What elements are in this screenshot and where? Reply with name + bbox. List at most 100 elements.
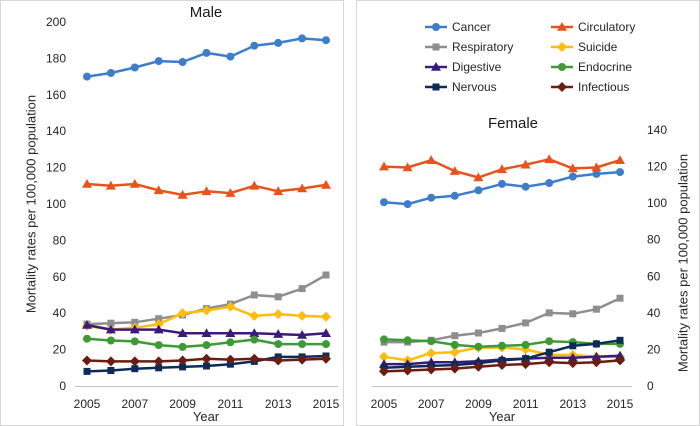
y-tick-label: 40 — [647, 306, 661, 320]
series-circulatory — [82, 179, 331, 199]
legend-marker — [432, 23, 440, 31]
series-respiratory — [83, 271, 330, 328]
data-point — [473, 172, 484, 182]
data-point — [82, 355, 92, 366]
legend-label: Cancer — [452, 20, 491, 34]
data-point — [544, 357, 555, 368]
data-point — [569, 342, 577, 350]
male-y-ticks: 0 20 40 60 80 100 120 140 160 180 200 — [46, 15, 66, 393]
x-tick-label: 2015 — [607, 397, 634, 411]
legend-swatch — [425, 62, 447, 71]
data-point — [82, 179, 92, 188]
data-point — [592, 340, 600, 348]
data-point — [105, 180, 116, 190]
y-tick-label: 140 — [46, 124, 66, 138]
data-point — [201, 353, 212, 364]
series-digestive — [82, 320, 331, 339]
data-point — [249, 328, 260, 337]
data-point — [615, 350, 625, 360]
data-point — [321, 311, 331, 322]
data-point — [426, 348, 437, 359]
data-point — [569, 310, 577, 318]
legend-label: Respiratory — [452, 40, 513, 54]
data-point — [106, 336, 115, 345]
data-point — [567, 358, 578, 369]
legend-marker — [432, 43, 440, 51]
data-point — [129, 324, 140, 334]
data-point — [379, 351, 389, 362]
x-tick-label: 2005 — [74, 397, 101, 411]
data-point — [131, 318, 139, 326]
data-point — [592, 305, 600, 313]
legend-marker — [557, 22, 567, 31]
data-point — [298, 34, 307, 43]
x-tick-label: 2009 — [169, 397, 196, 411]
legend-label: Endocrine — [578, 60, 632, 74]
y-tick-label: 120 — [647, 160, 667, 174]
legend-swatch — [425, 83, 447, 91]
data-point — [474, 342, 483, 351]
data-point — [274, 38, 283, 47]
data-point — [379, 366, 389, 377]
y-tick-label: 0 — [59, 379, 66, 393]
male-x-axis-label: Year — [193, 409, 220, 424]
data-point — [83, 72, 91, 81]
male-chart: Male Mortality rates per 100,000 populat… — [24, 4, 340, 424]
data-point — [451, 332, 459, 340]
series-infectious — [379, 355, 625, 377]
legend-swatch — [551, 22, 573, 31]
data-point — [177, 328, 188, 337]
data-point — [497, 360, 507, 370]
data-point — [177, 189, 188, 199]
data-point — [154, 57, 163, 66]
legend-label: Digestive — [452, 60, 502, 74]
y-tick-label: 160 — [46, 88, 66, 102]
data-point — [545, 348, 553, 356]
data-point — [321, 353, 331, 364]
data-point — [298, 285, 306, 293]
data-point — [179, 363, 187, 371]
data-point — [450, 340, 459, 349]
y-tick-label: 140 — [647, 123, 667, 137]
y-tick-label: 80 — [53, 233, 67, 247]
y-tick-label: 80 — [647, 233, 661, 247]
data-point — [250, 291, 258, 299]
data-point — [83, 367, 91, 375]
x-tick-label: 2011 — [217, 397, 243, 411]
data-point — [544, 154, 555, 164]
data-point — [544, 352, 555, 362]
male-y-axis-label: Mortality rates per 100,000 population — [24, 95, 39, 313]
data-point — [520, 359, 531, 370]
data-point — [498, 324, 506, 332]
legend-swatch — [551, 63, 573, 71]
data-point — [82, 320, 92, 329]
series-cancer — [380, 168, 624, 209]
legend-label: Infectious — [578, 80, 629, 94]
data-point — [567, 163, 578, 173]
data-point — [449, 363, 460, 374]
x-tick-label: 2015 — [313, 397, 340, 411]
data-point — [105, 324, 116, 334]
data-point — [274, 293, 282, 301]
data-point — [402, 365, 413, 376]
data-point — [426, 155, 437, 164]
data-point — [226, 338, 235, 347]
data-point — [474, 329, 482, 337]
data-point — [201, 305, 212, 316]
legend-item-respiratory: Respiratory — [425, 40, 513, 54]
legend-marker — [558, 63, 566, 71]
y-tick-label: 60 — [647, 269, 661, 283]
data-point — [274, 340, 283, 349]
data-point — [297, 183, 308, 193]
series-cancer — [83, 34, 330, 81]
data-point — [450, 191, 459, 200]
series-endocrine — [83, 334, 330, 351]
data-point — [426, 364, 437, 375]
data-point — [225, 301, 236, 312]
data-point — [201, 328, 212, 337]
series-line-cancer — [85, 37, 328, 78]
data-point — [153, 356, 164, 367]
data-point — [449, 347, 460, 358]
x-tick-label: 2007 — [121, 397, 148, 411]
